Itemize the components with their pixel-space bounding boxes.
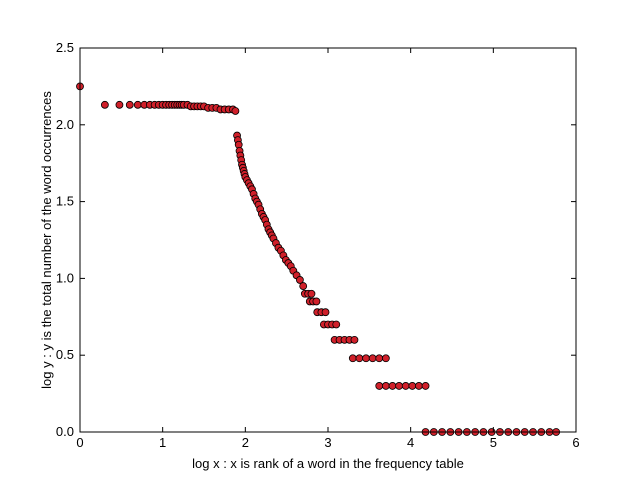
data-point xyxy=(355,354,364,363)
x-tick-label: 4 xyxy=(407,435,414,450)
y-tick-label: 2.0 xyxy=(56,117,74,132)
data-point xyxy=(381,382,390,390)
x-tick-label: 0 xyxy=(76,435,83,450)
data-point xyxy=(133,100,142,109)
x-tick-label: 5 xyxy=(490,435,497,450)
data-point xyxy=(421,382,430,390)
data-point xyxy=(348,354,357,363)
data-point xyxy=(295,276,304,284)
data-point xyxy=(408,382,417,390)
data-point xyxy=(332,320,341,329)
data-point xyxy=(100,100,109,109)
data-point xyxy=(415,382,423,390)
data-point xyxy=(362,354,370,363)
y-tick-label: 0.5 xyxy=(56,347,74,362)
x-tick-label: 3 xyxy=(324,435,331,450)
x-tick-label: 1 xyxy=(159,435,166,450)
data-point xyxy=(312,297,321,306)
data-point xyxy=(375,354,384,363)
data-point xyxy=(375,382,384,390)
data-point xyxy=(125,100,134,109)
data-point xyxy=(401,382,410,390)
x-tick-label: 6 xyxy=(572,435,579,450)
y-tick-label: 1.5 xyxy=(56,194,74,209)
data-point xyxy=(307,289,316,298)
data-point xyxy=(350,335,359,344)
y-axis-label: log y : y is the total number of the wor… xyxy=(39,91,54,389)
axis-ticks: 0 1 2 3 4 5 6 0.0 0.5 1.0 1.5 2.0 2.5 xyxy=(56,40,580,450)
y-tick-label: 2.5 xyxy=(56,40,74,55)
data-point xyxy=(299,282,308,290)
x-tick-label: 2 xyxy=(242,435,249,450)
y-tick-label: 0.0 xyxy=(56,424,74,439)
data-point xyxy=(381,354,390,363)
y-tick-label: 1.0 xyxy=(56,270,74,285)
data-point xyxy=(368,354,377,363)
data-point xyxy=(395,382,403,390)
data-point xyxy=(231,107,240,115)
x-axis-label: log x : x is rank of a word in the frequ… xyxy=(192,456,464,471)
data-point xyxy=(388,382,397,390)
data-point xyxy=(115,100,124,109)
data-point xyxy=(321,308,330,317)
data-points xyxy=(76,82,561,436)
